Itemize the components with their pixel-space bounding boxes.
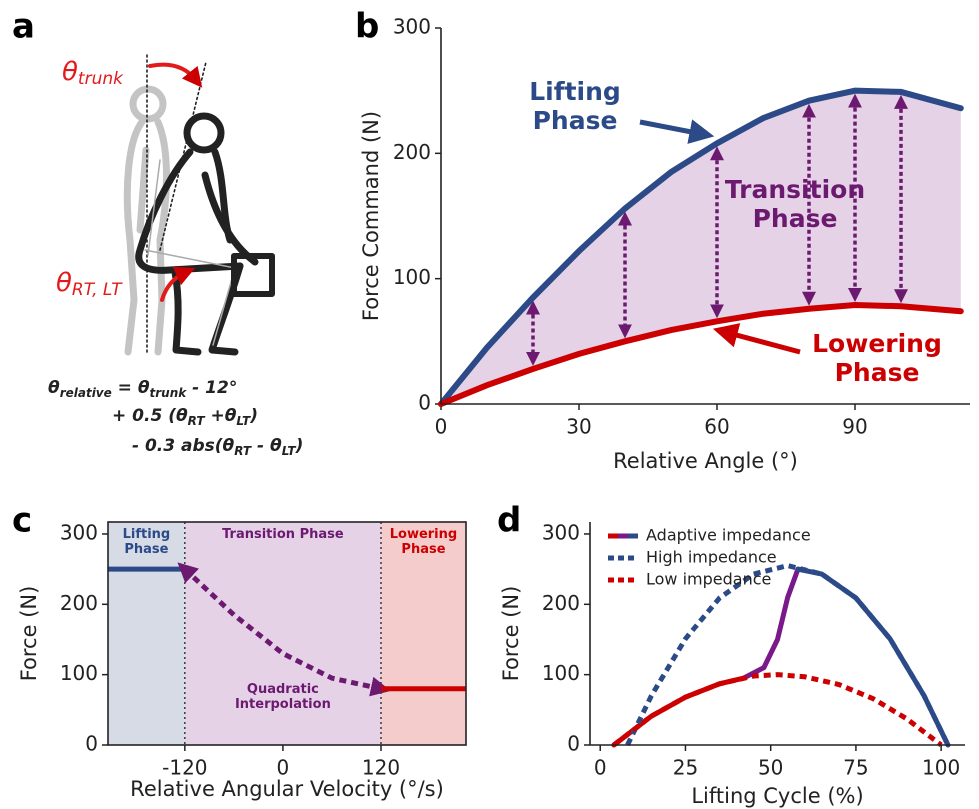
y-tick-label: 200	[60, 591, 98, 615]
line	[614, 675, 941, 745]
symbol: θ	[56, 268, 72, 298]
y-tick-label: 0	[85, 732, 98, 756]
angle-label: θRT, LT	[56, 268, 123, 301]
formula-text: - 0.3	[132, 436, 181, 456]
x-tick-label: -120	[162, 756, 207, 780]
y-axis-label: Force (N)	[499, 586, 523, 682]
phase-label: Lifting Phase	[108, 528, 185, 558]
formula-subscript: RT	[188, 414, 206, 428]
series-label-box: Lifting Phase	[500, 78, 650, 148]
panel-label: d	[497, 501, 521, 541]
series-label-box: Lowering Phase	[792, 330, 962, 400]
figure: aθtrunkθRT, LTθrelative = θtrunk - 12°+ …	[0, 0, 979, 809]
y-axis-label: Force (N)	[17, 586, 41, 682]
annotation-arrow	[725, 332, 800, 352]
phase-label-box: Transition Phase	[185, 528, 381, 572]
phase-label-box: Lifting Phase	[108, 528, 185, 572]
formula-text: )	[249, 406, 258, 426]
legend-label: Adaptive impedance	[646, 526, 811, 545]
formula-subscript: trunk	[150, 386, 188, 400]
x-tick-label: 90	[842, 415, 867, 439]
annotation: Transition Phase	[700, 176, 890, 234]
legend-label: Low impedance	[646, 570, 771, 589]
subscript: RT, LT	[72, 280, 123, 300]
phase-label: Lowering Phase	[381, 528, 466, 558]
series-label: Lifting Phase	[500, 78, 650, 136]
x-tick-label: 50	[758, 756, 783, 780]
body-illustration	[127, 55, 272, 355]
formula-text: = θ	[112, 378, 150, 398]
legend-label: High impedance	[646, 548, 777, 567]
y-tick-label: 300	[393, 15, 431, 39]
annotation: Quadratic Interpolation	[213, 683, 353, 713]
angle-label: θtrunk	[62, 57, 124, 90]
formula-subscript: LT	[282, 444, 297, 458]
x-tick-label: 75	[843, 756, 868, 780]
formula-line: θrelative = θtrunk - 12°	[48, 378, 237, 400]
y-tick-label: 0	[418, 391, 431, 415]
x-tick-label: 25	[673, 756, 698, 780]
phase-label-box: Lowering Phase	[381, 528, 466, 572]
x-tick-label: 120	[362, 756, 400, 780]
annotation-box: Quadratic Interpolation	[213, 683, 353, 727]
y-tick-label: 100	[393, 265, 431, 289]
y-axis-label: Force Command (N)	[359, 111, 383, 321]
panel-label: a	[12, 7, 35, 47]
series-label: Lowering Phase	[792, 330, 962, 388]
formula-text: + 0.5 (θ	[112, 406, 188, 426]
formula-text: +θ	[205, 406, 237, 426]
x-tick-label: 60	[704, 415, 729, 439]
x-tick-label: 0	[277, 756, 290, 780]
x-tick-label: 100	[922, 756, 960, 780]
x-tick-label: 0	[435, 415, 448, 439]
symbol: θ	[62, 57, 78, 87]
y-tick-label: 100	[60, 661, 98, 685]
y-tick-label: 300	[60, 520, 98, 544]
panel-label: c	[12, 501, 32, 541]
formula-line: + 0.5 (θRT +θLT)	[112, 406, 258, 428]
annotation-box: Transition Phase	[700, 176, 890, 246]
formula-text: - 12°	[186, 378, 237, 398]
x-tick-label: 0	[594, 756, 607, 780]
formula-text: - θ	[251, 436, 282, 456]
y-tick-label: 200	[393, 140, 431, 164]
formula-text: abs	[181, 436, 215, 456]
formula-text: (θ	[215, 436, 235, 456]
x-axis-label: Lifting Cycle (%)	[691, 784, 863, 808]
formula-text: θ	[48, 378, 60, 398]
phase-label: Transition Phase	[185, 528, 381, 543]
x-axis-label: Relative Angle (°)	[613, 449, 798, 473]
x-axis-label: Relative Angular Velocity (°/s)	[130, 777, 444, 801]
formula-line: - 0.3 abs(θRT - θLT)	[132, 436, 303, 458]
panel-label: b	[355, 7, 379, 47]
y-tick-label: 200	[542, 591, 580, 615]
formula-subscript: LT	[236, 414, 251, 428]
y-tick-label: 0	[567, 732, 580, 756]
formula-subscript: relative	[60, 386, 112, 400]
line	[798, 569, 948, 745]
subscript: trunk	[78, 69, 124, 89]
line	[614, 678, 744, 745]
y-tick-label: 300	[542, 520, 580, 544]
y-tick-label: 100	[542, 661, 580, 685]
x-tick-label: 30	[566, 415, 591, 439]
formula-text: )	[295, 436, 304, 456]
formula-subscript: RT	[234, 444, 252, 458]
